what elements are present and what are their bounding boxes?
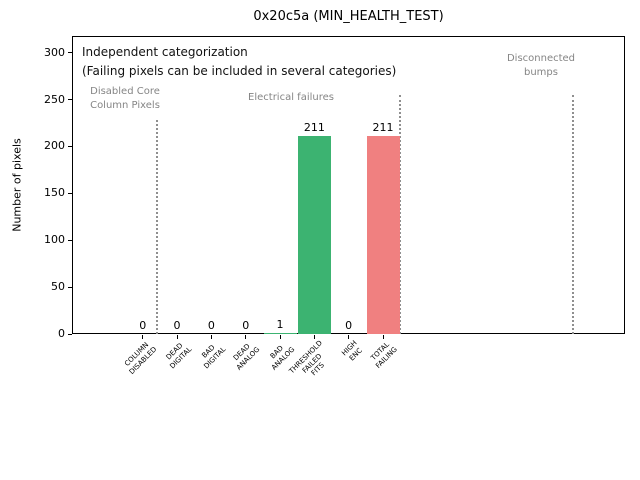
x-tick-label: COLUMN DISABLED [123,340,159,376]
bar-value-label: 0 [242,319,250,332]
section-label-disabled-core-column-pixels: Disabled Core Column Pixels [90,86,160,111]
y-tick [68,333,72,335]
x-tick [245,335,247,339]
section-label-electrical-failures: Electrical failures [248,92,334,103]
x-tick [210,335,212,339]
annotation-independent-categorization: Independent categorization [82,45,248,59]
x-tick-label: HIGH ENC [339,339,364,363]
y-tick [68,52,72,54]
bar [366,136,400,334]
y-tick-label: 100 [44,233,65,247]
y-tick-label: 300 [44,45,65,59]
bar-value-label: 1 [276,318,284,331]
bar [297,136,331,334]
y-tick [68,192,72,194]
x-tick-label: DEAD ANALOG [232,342,262,372]
x-tick [382,335,384,339]
x-tick-label: TOTAL FAILING [369,340,399,370]
y-tick-label: 50 [51,280,65,294]
plot-area [72,36,625,334]
section-separator-line [572,95,575,334]
y-tick [68,145,72,147]
y-tick-label: 0 [58,327,65,340]
y-tick-label: 250 [44,92,65,106]
bar-value-label: 211 [372,121,394,134]
x-tick [176,335,178,339]
bar [263,333,297,334]
bar-value-label: 0 [345,319,353,332]
x-tick-label: DEAD DIGITAL [164,341,193,371]
x-tick-label: THRESHOLD FAILED FITS [287,339,326,378]
x-tick [142,335,144,339]
y-tick-label: 200 [44,139,65,153]
y-tick [68,99,72,100]
bar-value-label: 0 [173,319,181,332]
x-tick [348,335,350,339]
x-tick [279,335,281,339]
bar-value-label: 211 [303,121,325,134]
bar-value-label: 0 [139,319,147,332]
y-tick [68,239,72,241]
bar-value-label: 0 [207,319,215,332]
y-tick-label: 150 [44,186,65,200]
section-label-disconnected-bumps: Disconnected bumps [506,53,576,78]
y-tick [68,286,72,288]
x-tick [313,335,315,339]
x-tick-label: BAD DIGITAL [200,343,228,371]
section-separator-line [399,95,402,334]
annotation-failing-note: (Failing pixels can be included in sever… [82,64,397,78]
chart-title: 0x20c5a (MIN_HEALTH_TEST) [253,9,444,24]
y-axis-label: Number of pixels [10,138,24,232]
section-separator-line [156,120,159,334]
